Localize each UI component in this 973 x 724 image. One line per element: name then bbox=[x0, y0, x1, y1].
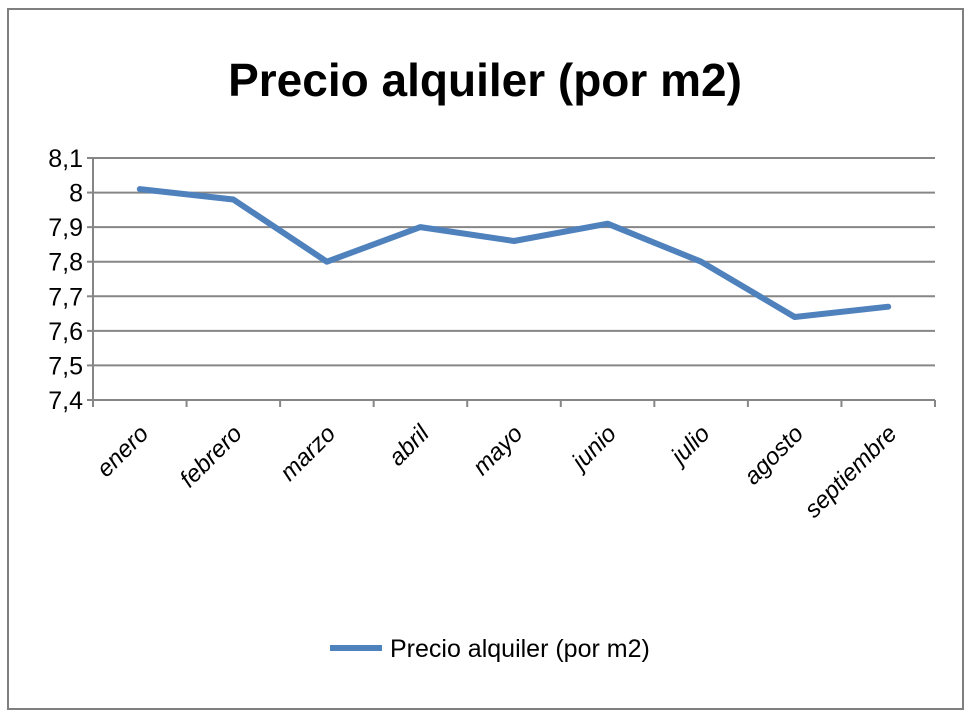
x-tick-label: julio bbox=[664, 420, 715, 471]
x-tick-label: febrero bbox=[175, 420, 248, 493]
x-tick-label: agosto bbox=[739, 420, 809, 490]
y-tick-label: 7,7 bbox=[48, 283, 83, 311]
x-axis-ticks: enero febrero marzo abril mayo junio julio agos… bbox=[92, 420, 903, 524]
gridlines bbox=[93, 157, 935, 367]
chart-title: Precio alquiler (por m2) bbox=[228, 54, 742, 106]
x-tick-label: marzo bbox=[275, 420, 341, 486]
x-tick-label: septiembre bbox=[799, 420, 902, 523]
y-tick-label: 8 bbox=[69, 180, 83, 208]
y-axis-ticks: 7,4 7,5 7,6 7,7 7,8 7,9 8 8,1 bbox=[48, 145, 83, 415]
y-tick-label: 7,6 bbox=[48, 318, 83, 346]
chart-frame bbox=[7, 8, 964, 710]
legend-label: Precio alquiler (por m2) bbox=[390, 635, 650, 663]
y-tick-label: 7,8 bbox=[48, 249, 83, 277]
y-tick-label: 7,4 bbox=[48, 387, 83, 415]
y-tick-label: 7,9 bbox=[48, 214, 83, 242]
x-tick-label: abril bbox=[384, 420, 436, 472]
x-tick-label: junio bbox=[565, 420, 622, 477]
y-tick-label: 8,1 bbox=[48, 145, 83, 173]
series-line bbox=[136, 186, 892, 320]
x-tick-label: mayo bbox=[468, 420, 529, 481]
y-tick-label: 7,5 bbox=[48, 352, 83, 380]
axes bbox=[87, 157, 936, 407]
legend: Precio alquiler (por m2) bbox=[330, 635, 650, 663]
x-tick-label: enero bbox=[92, 420, 155, 483]
series-group bbox=[136, 186, 892, 320]
